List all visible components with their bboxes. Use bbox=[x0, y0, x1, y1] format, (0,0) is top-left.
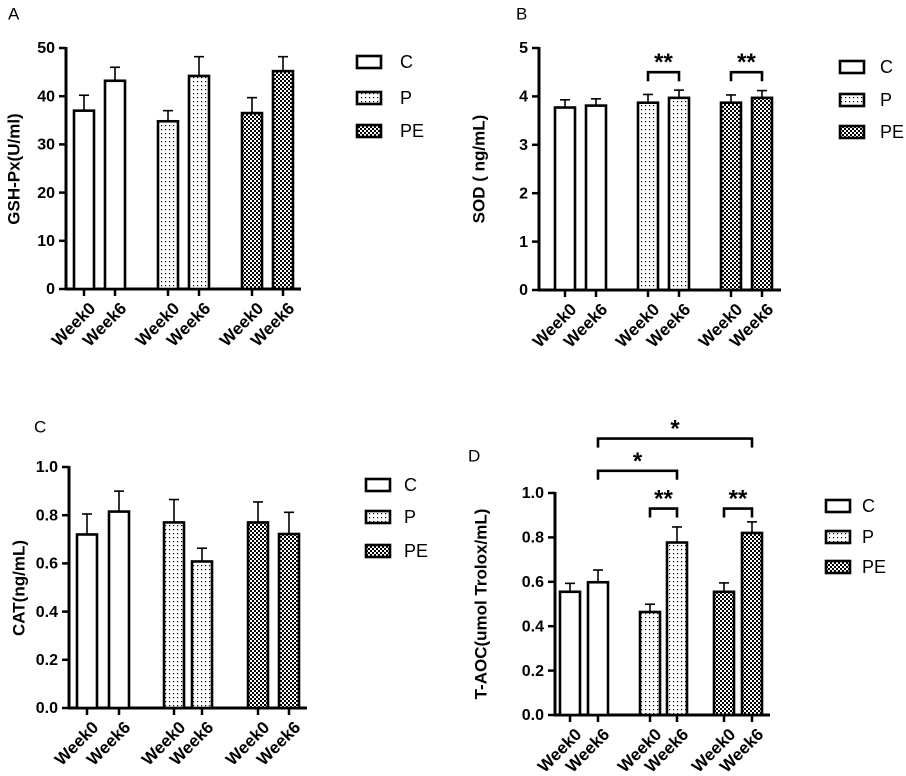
bar-p-week0 bbox=[156, 119, 180, 291]
bar-pe-week0 bbox=[240, 111, 264, 291]
significance-label: ** bbox=[654, 486, 673, 513]
y-tick-label: 0 bbox=[519, 282, 528, 299]
significance-bracket bbox=[646, 70, 681, 82]
y-axis-title: T-AOC(umol Trolox/mL) bbox=[471, 509, 490, 700]
legend-label-pe: PE bbox=[400, 121, 424, 141]
significance-bracket bbox=[596, 469, 679, 480]
legend-swatch-p bbox=[355, 90, 383, 106]
legend-swatch-pe bbox=[364, 543, 392, 559]
bar-c-week0 bbox=[72, 109, 96, 291]
legend-swatch-c bbox=[364, 477, 392, 493]
y-tick-label: 0.0 bbox=[522, 707, 544, 724]
bar-p-week0 bbox=[162, 521, 186, 710]
bar-p-week6 bbox=[190, 560, 214, 710]
bar-c-week0 bbox=[75, 533, 99, 710]
y-axis-title: CAT(ng/mL) bbox=[9, 540, 28, 636]
y-tick-label: 4 bbox=[519, 89, 528, 106]
significance-label: * bbox=[670, 416, 680, 443]
legend-label-pe: PE bbox=[862, 557, 886, 577]
y-tick-label: 1.0 bbox=[522, 485, 544, 502]
y-axis-title: GSH-Px(U/ml) bbox=[4, 113, 23, 224]
legend-label-c: C bbox=[400, 52, 413, 72]
legend-swatch-pe bbox=[355, 123, 383, 139]
y-tick-label: 2 bbox=[519, 185, 528, 202]
y-tick-label: 5 bbox=[519, 40, 528, 57]
y-tick-label: 0.2 bbox=[36, 652, 58, 669]
legend-swatch-p bbox=[838, 92, 866, 108]
bar-pe-week6 bbox=[277, 532, 301, 710]
y-tick-label: 0.0 bbox=[36, 700, 58, 717]
y-tick-label: 3 bbox=[519, 137, 528, 154]
bar-pe-week6 bbox=[271, 69, 295, 291]
bar-p-week0 bbox=[638, 610, 662, 717]
bar-pe-week0 bbox=[719, 101, 743, 292]
bar-c-week0 bbox=[553, 106, 577, 292]
legend-swatch-p bbox=[364, 509, 392, 525]
y-tick-label: 10 bbox=[37, 233, 55, 250]
y-tick-label: 0.4 bbox=[36, 604, 58, 621]
y-tick-label: 0.2 bbox=[522, 663, 544, 680]
legend-swatch-c bbox=[355, 54, 383, 70]
significance-label: ** bbox=[654, 49, 673, 76]
y-tick-label: 50 bbox=[37, 40, 55, 57]
y-tick-label: 0 bbox=[46, 281, 55, 298]
significance-bracket bbox=[729, 70, 764, 82]
y-tick-label: 0.6 bbox=[522, 574, 544, 591]
y-tick-label: 0.8 bbox=[36, 507, 58, 524]
legend-label-p: P bbox=[404, 507, 416, 527]
legend-label-pe: PE bbox=[880, 122, 904, 142]
bar-pe-week0 bbox=[246, 521, 270, 710]
legend-label-p: P bbox=[862, 527, 874, 547]
significance-bracket bbox=[648, 507, 679, 518]
panel-letter: D bbox=[468, 446, 480, 465]
y-tick-label: 40 bbox=[37, 88, 55, 105]
y-tick-label: 1 bbox=[519, 234, 528, 251]
legend-swatch-pe bbox=[838, 124, 866, 140]
significance-bracket bbox=[596, 437, 754, 448]
bar-p-week0 bbox=[636, 101, 660, 292]
bar-p-week6 bbox=[665, 541, 689, 717]
y-tick-label: 1.0 bbox=[36, 459, 58, 476]
panel-letter: A bbox=[8, 4, 20, 23]
panel-letter: B bbox=[516, 4, 527, 23]
significance-label: ** bbox=[737, 49, 756, 76]
y-tick-label: 20 bbox=[37, 185, 55, 202]
panel-letter: C bbox=[34, 417, 46, 436]
panel-d: D 0.0 0.2 0.4 0.6 0.8 1.0 T-AOC(umol Trolox/mL)… bbox=[468, 416, 886, 776]
legend-label-p: P bbox=[880, 90, 892, 110]
significance-label: * bbox=[633, 448, 643, 475]
legend-label-c: C bbox=[880, 57, 893, 77]
legend-label-c: C bbox=[862, 496, 875, 516]
bar-c-week6 bbox=[584, 104, 608, 292]
bar-c-week0 bbox=[558, 590, 582, 717]
bar-pe-week6 bbox=[750, 96, 774, 292]
legend-swatch-pe bbox=[824, 559, 852, 575]
significance-bracket bbox=[722, 507, 754, 518]
legend-label-pe: PE bbox=[404, 541, 428, 561]
legend-swatch-p bbox=[824, 529, 852, 545]
bar-c-week6 bbox=[103, 79, 127, 291]
y-tick-label: 0.8 bbox=[522, 530, 544, 547]
legend-label-p: P bbox=[400, 88, 412, 108]
legend-swatch-c bbox=[838, 59, 866, 75]
legend-swatch-c bbox=[824, 498, 852, 514]
y-tick-label: 0.4 bbox=[522, 618, 544, 635]
legend-label-c: C bbox=[404, 475, 417, 495]
y-tick-label: 0.6 bbox=[36, 556, 58, 573]
bar-p-week6 bbox=[667, 96, 691, 292]
bar-c-week6 bbox=[586, 580, 610, 717]
bar-p-week6 bbox=[187, 74, 211, 291]
y-tick-label: 30 bbox=[37, 137, 55, 154]
y-axis-title: SOD ( ng/mL) bbox=[469, 115, 488, 224]
significance-label: ** bbox=[729, 486, 748, 513]
bar-c-week6 bbox=[107, 510, 131, 710]
bar-pe-week6 bbox=[740, 531, 764, 717]
bar-pe-week0 bbox=[712, 590, 736, 717]
